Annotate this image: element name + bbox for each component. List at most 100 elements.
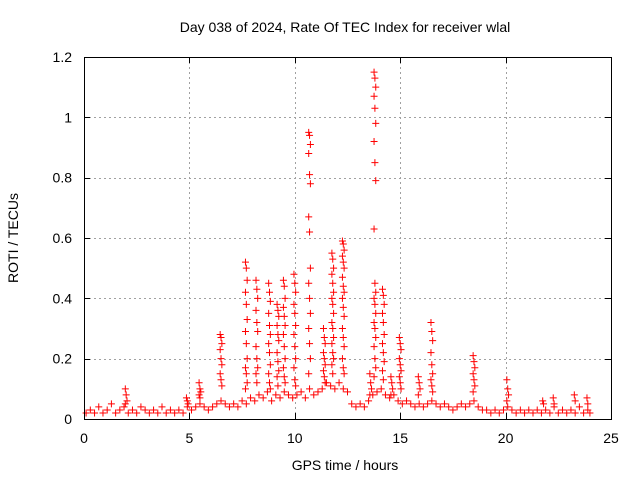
- data-point: [188, 406, 196, 414]
- data-point: [339, 258, 347, 266]
- data-point: [183, 403, 191, 411]
- data-point: [292, 288, 300, 296]
- data-point: [197, 388, 205, 396]
- data-point: [370, 137, 378, 145]
- data-point: [241, 364, 249, 372]
- data-point: [338, 294, 346, 302]
- data-point: [398, 400, 406, 408]
- data-point: [453, 403, 461, 411]
- data-point: [241, 258, 249, 266]
- data-point: [196, 394, 204, 402]
- data-point: [370, 343, 378, 351]
- data-point: [182, 394, 190, 402]
- data-point: [279, 331, 287, 339]
- data-point: [217, 334, 225, 342]
- data-point: [150, 406, 158, 414]
- data-point: [339, 385, 347, 393]
- data-point: [266, 379, 274, 387]
- data-point: [419, 403, 427, 411]
- data-point: [305, 128, 313, 136]
- data-point: [254, 364, 262, 372]
- data-point: [328, 249, 336, 257]
- data-point: [563, 409, 571, 417]
- data-point: [141, 406, 149, 414]
- data-point: [305, 150, 313, 158]
- data-point: [331, 385, 339, 393]
- data-point: [320, 334, 328, 342]
- plot-frame: [84, 57, 612, 420]
- data-point: [330, 288, 338, 296]
- data-point: [266, 349, 274, 357]
- data-point: [103, 406, 111, 414]
- data-point: [370, 373, 378, 381]
- data-point: [415, 379, 423, 387]
- data-point: [529, 409, 537, 417]
- data-point: [253, 379, 261, 387]
- data-point: [380, 331, 388, 339]
- data-point: [241, 385, 249, 393]
- data-point: [335, 379, 343, 387]
- data-point: [328, 361, 336, 369]
- data-point: [166, 406, 174, 414]
- data-point: [291, 343, 299, 351]
- data-point: [281, 379, 289, 387]
- data-point: [397, 346, 405, 354]
- data-point: [474, 403, 482, 411]
- data-point: [570, 391, 578, 399]
- data-point: [99, 409, 107, 417]
- data-point: [436, 403, 444, 411]
- data-point: [281, 321, 289, 329]
- data-point: [340, 246, 348, 254]
- data-point: [274, 306, 282, 314]
- data-point: [291, 279, 299, 287]
- data-point: [242, 264, 250, 272]
- data-point: [107, 400, 115, 408]
- data-point: [339, 334, 347, 342]
- data-point: [378, 340, 386, 348]
- data-point: [123, 397, 131, 405]
- data-point: [274, 382, 282, 390]
- data-point: [279, 303, 287, 311]
- data-point: [306, 309, 314, 317]
- data-point: [432, 400, 440, 408]
- data-point: [284, 391, 292, 399]
- data-point: [512, 409, 520, 417]
- data-point: [503, 397, 511, 405]
- data-point: [373, 388, 381, 396]
- data-point: [487, 409, 495, 417]
- data-point: [328, 340, 336, 348]
- data-point: [306, 385, 314, 393]
- data-point: [319, 367, 327, 375]
- data-point: [380, 358, 388, 366]
- y-tick-label: 0.2: [53, 351, 73, 367]
- data-point: [387, 373, 395, 381]
- data-point: [379, 318, 387, 326]
- x-tick-label: 5: [186, 430, 194, 446]
- data-point: [242, 340, 250, 348]
- data-point: [469, 352, 477, 360]
- data-point: [243, 276, 251, 284]
- data-point: [505, 391, 513, 399]
- data-point: [305, 370, 313, 378]
- data-point: [396, 379, 404, 387]
- data-point: [491, 406, 499, 414]
- data-point: [370, 318, 378, 326]
- data-point: [291, 376, 299, 384]
- data-point: [306, 294, 314, 302]
- data-point: [259, 394, 267, 402]
- data-point: [414, 391, 422, 399]
- data-point: [216, 346, 224, 354]
- data-point: [429, 337, 437, 345]
- data-point: [86, 406, 94, 414]
- data-point: [338, 237, 346, 245]
- data-point: [145, 409, 153, 417]
- data-point: [440, 400, 448, 408]
- data-point: [238, 397, 246, 405]
- data-point: [242, 370, 250, 378]
- data-point: [306, 228, 314, 236]
- data-point: [116, 406, 124, 414]
- data-point: [234, 403, 242, 411]
- data-point: [469, 370, 477, 378]
- data-point: [280, 388, 288, 396]
- data-point: [290, 270, 298, 278]
